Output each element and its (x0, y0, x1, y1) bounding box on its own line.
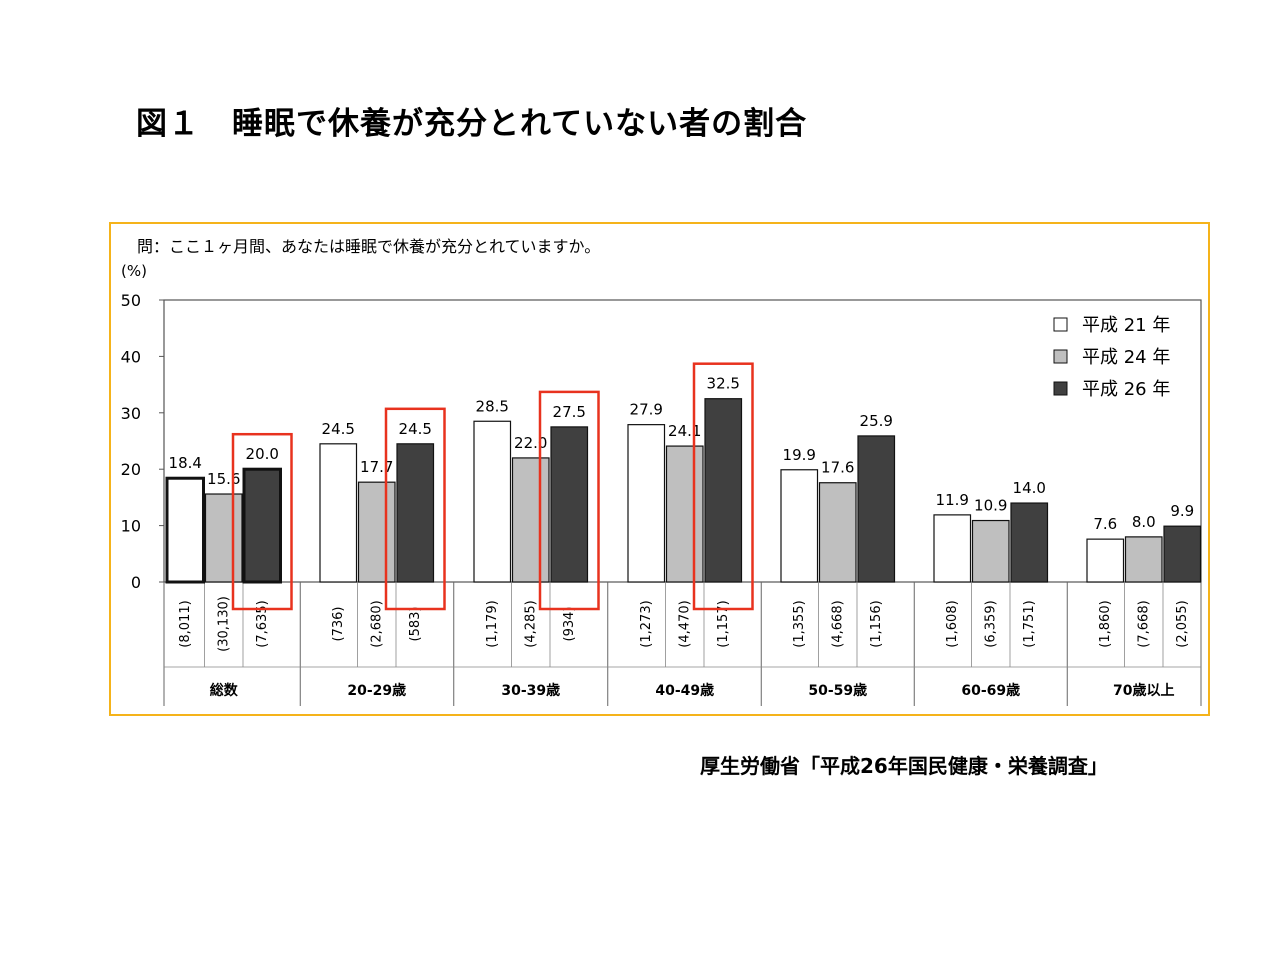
value-label: 15.6 (207, 470, 240, 488)
bar-3-1 (242, 467, 282, 584)
n-label: (2,055) (1175, 600, 1190, 647)
y-tick-label: 40 (121, 347, 141, 366)
legend-swatch-3 (1053, 381, 1068, 396)
y-tick-label: 50 (121, 291, 141, 310)
bar-3-2 (396, 443, 435, 583)
value-label: 18.4 (169, 454, 202, 472)
n-label: (1,179) (485, 600, 500, 647)
value-label: 17.7 (360, 458, 393, 476)
y-tick-label: 0 (131, 573, 141, 592)
value-label: 32.5 (707, 375, 740, 393)
n-label: (934) (562, 607, 577, 642)
chart-question: 問：ここ１ヶ月間、あなたは睡眠で休養が充分とれていますか。 (137, 237, 600, 256)
value-label: 24.5 (399, 420, 432, 438)
category-label: 20-29歳 (347, 682, 406, 699)
bar-2-5 (818, 482, 857, 583)
value-label: 27.9 (630, 401, 663, 419)
value-label: 8.0 (1132, 513, 1156, 531)
n-label: (4,668) (830, 600, 845, 647)
n-label: (6,359) (983, 600, 998, 647)
source-note: 厚生労働省「平成26年国民健康・栄養調査」 (700, 754, 1108, 778)
legend-swatch-1 (1053, 317, 1068, 332)
value-label: 22.0 (514, 434, 547, 452)
n-label: (4,285) (523, 600, 538, 647)
value-label: 24.1 (668, 422, 701, 440)
n-label: (1,156) (869, 600, 884, 647)
bar-2-7 (1124, 536, 1163, 583)
n-label: (30,130) (216, 596, 231, 652)
value-label: 24.5 (322, 420, 355, 438)
value-label: 9.9 (1170, 502, 1194, 520)
bar-3-6 (1010, 502, 1049, 583)
value-label: 11.9 (936, 491, 969, 509)
n-label: (583) (408, 607, 423, 642)
n-label: (1,860) (1098, 600, 1113, 647)
value-label: 10.9 (974, 497, 1007, 515)
slide-title: 図１ 睡眠で休養が充分とれていない者の割合 (136, 106, 808, 142)
legend-label-2: 平成 24 年 (1082, 347, 1170, 368)
n-label: (4,470) (677, 600, 692, 647)
highlight-box (692, 362, 754, 611)
bar-1-2 (319, 443, 358, 583)
n-label: (736) (331, 607, 346, 642)
n-label: (1,273) (639, 600, 654, 647)
highlight-box (384, 407, 446, 611)
bar-2-2 (357, 481, 396, 583)
n-label: (1,157) (716, 600, 731, 647)
bar-1-6 (933, 514, 972, 583)
legend-label-3: 平成 26 年 (1082, 379, 1170, 400)
bar-2-3 (511, 457, 550, 583)
category-label: 総数 (210, 682, 239, 699)
value-label: 27.5 (553, 403, 586, 421)
bar-3-4 (704, 398, 743, 583)
value-label: 7.6 (1093, 515, 1117, 533)
chart-frame: 問：ここ１ヶ月間、あなたは睡眠で休養が充分とれていますか。 (%) 0 10 20 30 4… (109, 222, 1210, 716)
bar-3-3 (550, 426, 589, 583)
n-label: (2,680) (369, 600, 384, 647)
value-label: 25.9 (860, 412, 893, 430)
category-label: 60-69歳 (961, 682, 1020, 699)
bar-2-6 (971, 519, 1010, 583)
highlight-box (231, 432, 293, 611)
n-label: (7,668) (1136, 600, 1151, 647)
n-label: (1,608) (945, 600, 960, 647)
y-tick-label: 30 (121, 404, 141, 423)
highlight-box (538, 390, 600, 611)
bar-1-4 (627, 424, 666, 583)
category-label: 50-59歳 (808, 682, 867, 699)
bar-1-7 (1086, 538, 1125, 583)
n-label: (1,751) (1022, 600, 1037, 647)
bar-1-1 (165, 476, 205, 584)
category-label: 70歳以上 (1113, 682, 1174, 699)
legend-label-1: 平成 21 年 (1082, 315, 1170, 336)
bar-2-4 (665, 445, 704, 583)
category-label: 30-39歳 (501, 682, 560, 699)
bar-1-3 (473, 420, 512, 583)
category-label: 40-49歳 (655, 682, 714, 699)
bar-1-5 (780, 469, 819, 583)
n-label: (7,635) (255, 600, 270, 647)
n-label: (8,011) (178, 600, 193, 647)
legend-swatch-2 (1053, 349, 1068, 364)
value-label: 19.9 (783, 446, 816, 464)
y-tick-label: 20 (121, 460, 141, 479)
bar-2-1 (204, 493, 243, 583)
bar-3-5 (857, 435, 896, 583)
y-tick-label: 10 (121, 517, 141, 536)
bar-3-7 (1163, 525, 1202, 583)
value-label: 28.5 (476, 397, 509, 415)
value-label: 20.0 (246, 445, 279, 463)
value-label: 14.0 (1013, 479, 1046, 497)
y-axis-label: (%) (121, 262, 147, 280)
bar-chart: 問：ここ１ヶ月間、あなたは睡眠で休養が充分とれていますか。 (%) 0 10 20 30 4… (121, 237, 1202, 706)
value-label: 17.6 (821, 459, 854, 477)
n-label: (1,355) (792, 600, 807, 647)
